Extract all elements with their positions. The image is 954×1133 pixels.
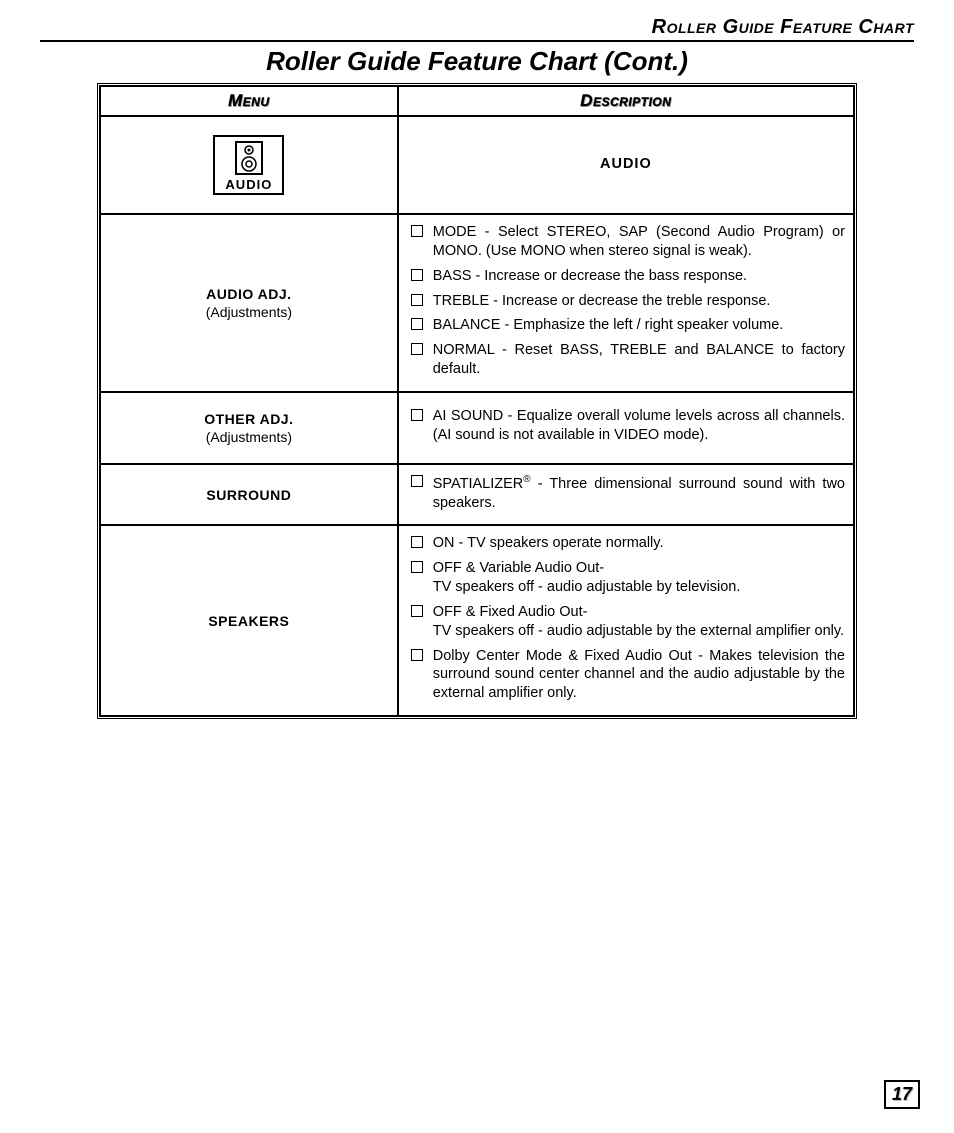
menu-cell-audio-adj: AUDIO ADJ. (Adjustments) — [100, 214, 398, 392]
page-number: 17 — [884, 1080, 920, 1109]
list-item: TREBLE - Increase or decrease the treble… — [407, 290, 845, 315]
table-row: AUDIO ADJ. (Adjustments) MODE - Select S… — [100, 214, 854, 392]
menu-label: AUDIO ADJ. — [206, 286, 291, 302]
running-header: Roller Guide Feature Chart — [40, 16, 914, 42]
header-menu: Menu — [100, 86, 398, 116]
list-item: MODE - Select STEREO, SAP (Second Audio … — [407, 221, 845, 265]
list-item: AI SOUND - Equalize overall volume level… — [407, 405, 845, 449]
desc-cell-audio-title: AUDIO — [398, 116, 854, 214]
menu-cell-speakers: SPEAKERS — [100, 525, 398, 716]
list-item: SPATIALIZER® - Three dimensional surroun… — [407, 471, 845, 517]
page-title: Roller Guide Feature Chart (Cont.) — [40, 46, 914, 77]
bullet-list: AI SOUND - Equalize overall volume level… — [407, 405, 845, 449]
section-title-audio: AUDIO — [407, 128, 845, 200]
menu-sublabel: (Adjustments) — [111, 304, 387, 320]
menu-label: SURROUND — [206, 487, 291, 503]
table-row: OTHER ADJ. (Adjustments) AI SOUND - Equa… — [100, 392, 854, 464]
list-item: BALANCE - Emphasize the left / right spe… — [407, 314, 845, 339]
list-item: Dolby Center Mode & Fixed Audio Out - Ma… — [407, 645, 845, 708]
list-item: BASS - Increase or decrease the bass res… — [407, 265, 845, 290]
desc-cell-other-adj: AI SOUND - Equalize overall volume level… — [398, 392, 854, 464]
table-row: SURROUND SPATIALIZER® - Three dimensiona… — [100, 464, 854, 526]
bullet-list: MODE - Select STEREO, SAP (Second Audio … — [407, 221, 845, 383]
header-description-label: Description — [580, 91, 671, 110]
bullet-list: ON - TV speakers operate normally. OFF &… — [407, 532, 845, 707]
bullet-list: SPATIALIZER® - Three dimensional surroun… — [407, 471, 845, 517]
header-menu-label: Menu — [228, 91, 270, 110]
audio-icon-label: AUDIO — [225, 177, 272, 192]
audio-icon-box: AUDIO — [213, 135, 284, 195]
list-item: OFF & Fixed Audio Out-TV speakers off - … — [407, 601, 845, 645]
menu-cell-other-adj: OTHER ADJ. (Adjustments) — [100, 392, 398, 464]
desc-cell-audio-adj: MODE - Select STEREO, SAP (Second Audio … — [398, 214, 854, 392]
menu-sublabel: (Adjustments) — [111, 429, 387, 445]
menu-label: SPEAKERS — [208, 613, 289, 629]
table-row: SPEAKERS ON - TV speakers operate normal… — [100, 525, 854, 716]
table-row: AUDIO AUDIO — [100, 116, 854, 214]
menu-cell-audio-icon: AUDIO — [100, 116, 398, 214]
feature-chart-table: Menu Description AUDIO — [97, 83, 857, 719]
header-description: Description — [398, 86, 854, 116]
list-item: OFF & Variable Audio Out-TV speakers off… — [407, 557, 845, 601]
list-item: ON - TV speakers operate normally. — [407, 532, 845, 557]
menu-cell-surround: SURROUND — [100, 464, 398, 526]
desc-cell-speakers: ON - TV speakers operate normally. OFF &… — [398, 525, 854, 716]
desc-cell-surround: SPATIALIZER® - Three dimensional surroun… — [398, 464, 854, 526]
document-page: Roller Guide Feature Chart Roller Guide … — [0, 0, 954, 719]
speaker-icon — [235, 141, 263, 175]
table-header-row: Menu Description — [100, 86, 854, 116]
menu-label: OTHER ADJ. — [204, 411, 293, 427]
list-item: NORMAL - Reset BASS, TREBLE and BALANCE … — [407, 339, 845, 383]
